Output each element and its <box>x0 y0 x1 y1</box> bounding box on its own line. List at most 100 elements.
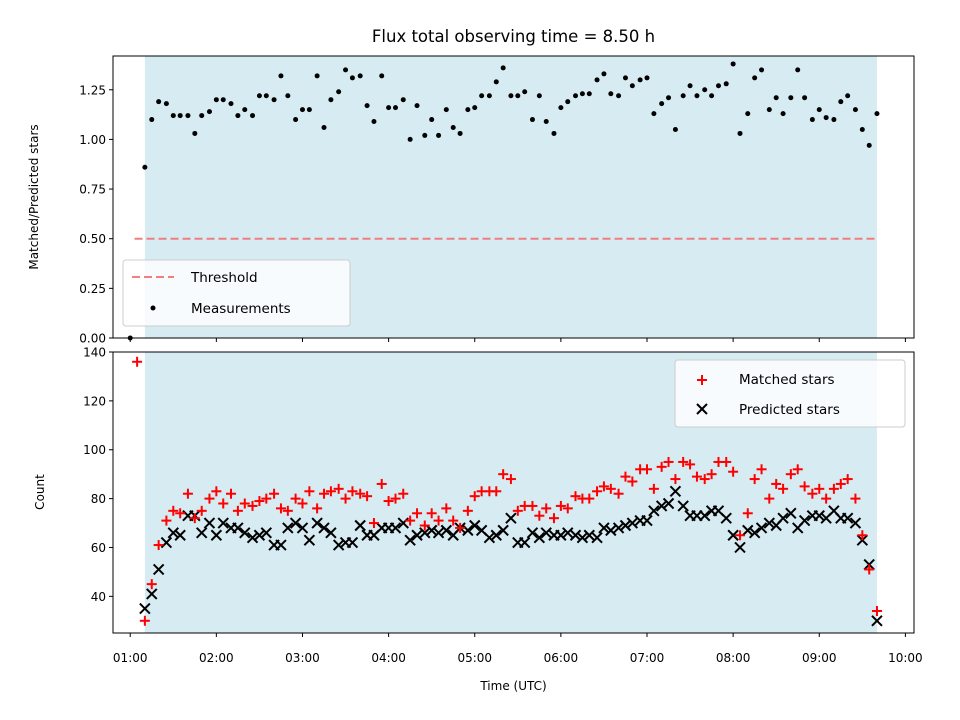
predicted-star-point <box>677 500 689 512</box>
measurement-point <box>723 81 729 87</box>
predicted-star-point <box>655 500 668 512</box>
bottom-x-tick-label: 08:00 <box>716 651 751 665</box>
predicted-star-stroke <box>734 541 746 554</box>
predicted-star-stroke <box>612 522 625 534</box>
predicted-star-stroke <box>425 524 438 537</box>
measurement-point <box>465 107 471 113</box>
predicted-star-stroke <box>518 536 531 549</box>
predicted-star-point <box>419 527 431 539</box>
matched-star-point <box>728 466 739 477</box>
measurements-legend-label: Measurements <box>191 301 291 317</box>
predicted-star-point <box>296 522 309 534</box>
measurement-point <box>838 99 844 105</box>
predicted-star-point <box>734 541 746 554</box>
bottom-x-tick-label: 07:00 <box>630 651 665 665</box>
predicted-star-point <box>576 531 589 544</box>
predicted-star-stroke <box>841 512 854 524</box>
matched-star-point <box>592 486 603 497</box>
predicted-star-point <box>318 522 330 534</box>
measurement-point <box>343 67 349 73</box>
predicted-star-point <box>813 510 825 522</box>
matched-star-point <box>706 469 717 480</box>
bottom-x-ticks: 01:00 02:00 03:00 04:00 05:00 06:00 07:00 08:00… <box>113 633 923 665</box>
measurement-point <box>263 93 269 99</box>
measurement-point <box>293 117 299 123</box>
measurement-point <box>306 107 312 113</box>
matched-star-point <box>850 493 861 504</box>
matched-star-point <box>325 486 336 497</box>
matched-star-point <box>555 500 566 511</box>
measurement-point <box>543 119 549 125</box>
predicted-star-point <box>727 529 739 541</box>
predicted-star-point <box>275 539 287 551</box>
predicted-star-stroke <box>712 505 725 517</box>
matched-star-point <box>469 491 480 502</box>
measurement-point <box>177 113 183 119</box>
predicted-star-stroke <box>619 519 632 532</box>
measurement-point <box>637 77 643 83</box>
matched-star-point <box>290 493 301 504</box>
predicted-star-point <box>841 512 854 524</box>
predicted-star-stroke <box>389 522 402 534</box>
top-x-ticks <box>129 338 906 342</box>
measurement-point <box>220 97 226 103</box>
predicted-star-point <box>469 519 481 532</box>
predicted-star-point <box>540 527 552 539</box>
predicted-star-point <box>354 519 366 532</box>
measurement-point <box>407 136 413 142</box>
measurement-point <box>651 111 657 117</box>
predicted-star-point <box>505 512 517 524</box>
measurement-point <box>831 117 837 123</box>
predicted-star-stroke <box>411 529 423 541</box>
measurement-point <box>644 75 650 81</box>
measurement-point <box>414 103 420 109</box>
measurement-point <box>816 107 822 113</box>
measurement-point <box>142 164 148 170</box>
measurement-point <box>429 117 435 123</box>
measurement-points <box>127 61 880 341</box>
bottom-y-ticks: 40 60 80 100 120 140 <box>83 346 113 604</box>
predicted-star-point <box>332 539 345 551</box>
matched-star-point <box>605 483 616 494</box>
predicted-star-point <box>490 529 502 541</box>
matched-star-point <box>275 503 286 514</box>
predicted-star-stroke <box>282 522 294 534</box>
measurement-point <box>149 117 155 123</box>
predicted-star-point <box>246 531 259 544</box>
predicted-star-point <box>641 514 653 527</box>
matched-star-point <box>368 518 379 529</box>
predicted-star-point <box>583 529 596 541</box>
measurement-point <box>852 107 858 113</box>
matched-star-point <box>175 508 186 519</box>
predicted-star-stroke <box>533 531 546 544</box>
measurement-point <box>443 107 449 113</box>
measurement-point <box>250 113 256 119</box>
matched-star-point <box>405 515 416 526</box>
matched-star-point <box>239 498 250 509</box>
matched-star-point <box>312 503 323 514</box>
measurement-point <box>457 130 463 136</box>
measurement-point <box>573 93 579 99</box>
predicted-star-stroke <box>260 527 273 539</box>
matched-star-point <box>347 486 358 497</box>
bottom-x-tick-label: 10:00 <box>888 651 923 665</box>
matched-star-point <box>491 486 502 497</box>
predicted-star-stroke <box>562 527 574 539</box>
predicted-star-point <box>698 510 711 522</box>
predicted-star-point <box>777 512 789 524</box>
matched-star-point <box>505 474 516 485</box>
measurement-point <box>321 124 327 130</box>
bottom-y-tick-label: 80 <box>91 492 106 506</box>
predicted-star-point <box>518 536 531 549</box>
bottom-y-tick-label: 40 <box>91 590 106 604</box>
measurement-point <box>766 107 772 113</box>
predicted-star-stroke <box>469 519 481 532</box>
predicted-star-stroke <box>763 517 776 529</box>
matched-star-point <box>642 464 652 475</box>
bottom-y-axis-label: Count <box>33 474 47 510</box>
threshold-legend-label: Threshold <box>190 270 258 286</box>
predicted-star-stroke <box>210 529 223 541</box>
matched-star-point <box>161 515 172 526</box>
matched-star-point <box>232 505 243 516</box>
predicted-star-point <box>139 602 151 615</box>
